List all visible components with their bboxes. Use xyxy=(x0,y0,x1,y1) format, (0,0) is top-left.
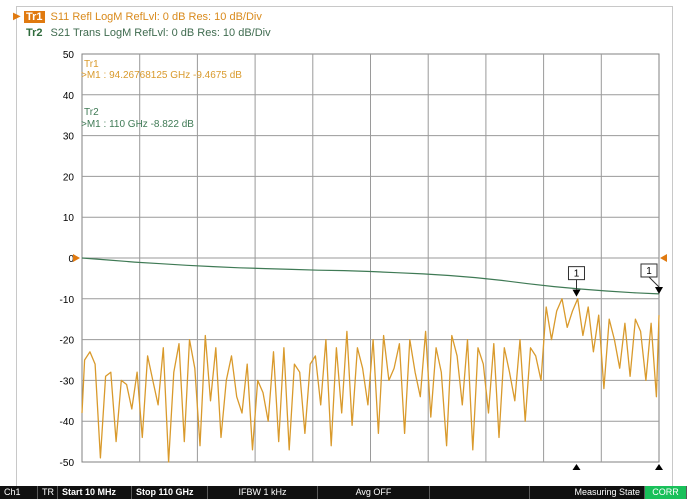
trace2-panel-label: Tr2 xyxy=(84,107,99,118)
trace2-tag[interactable]: Tr2 xyxy=(26,27,43,39)
y-tick-labels: 50 40 30 20 10 0 -10 -20 -30 -40 -50 xyxy=(60,50,75,469)
marker-2-pointer-icon xyxy=(655,286,663,294)
marker-2-axis-indicator-icon xyxy=(655,464,663,470)
reference-level-right-icon xyxy=(660,254,667,262)
y-tick-label: -40 xyxy=(60,417,75,428)
marker-2-label: 1 xyxy=(646,266,652,277)
y-tick-label: 50 xyxy=(63,50,75,61)
y-tick-label: -10 xyxy=(60,295,75,306)
trace1-marker-readout: >M1 : 94.26768125 GHz -9.4675 dB xyxy=(81,70,242,81)
y-tick-label: 30 xyxy=(63,132,75,143)
trace1-header-text: S11 Refl LogM RefLvl: 0 dB Res: 10 dB/Di… xyxy=(50,11,262,23)
trace1-panel-label: Tr1 xyxy=(84,59,99,70)
trace2-marker-readout: >M1 : 110 GHz -8.822 dB xyxy=(81,119,194,130)
tr1-trace-line xyxy=(81,298,660,463)
analyzer-display xyxy=(16,6,673,488)
y-tick-label: 10 xyxy=(63,213,75,224)
reference-level-markers xyxy=(73,254,667,262)
trace2-header-text: S21 Trans LogM RefLvl: 0 dB Res: 10 dB/D… xyxy=(50,27,271,39)
reference-level-left-icon xyxy=(73,254,80,262)
trace1-tag[interactable]: Tr1 xyxy=(24,11,45,23)
trace-lines xyxy=(81,257,660,463)
correction-badge[interactable]: CORR xyxy=(645,486,687,499)
y-tick-label: 0 xyxy=(68,254,74,265)
y-tick-label: 20 xyxy=(63,172,75,183)
y-tick-label: 40 xyxy=(63,91,75,102)
ifbw-setting[interactable]: IFBW 1 kHz xyxy=(208,486,318,499)
chart-grid xyxy=(81,53,660,463)
measuring-state: Measuring State xyxy=(530,486,645,499)
trace2-header[interactable]: Tr2 S21 Trans LogM RefLvl: 0 dB Res: 10 d… xyxy=(24,27,271,39)
marker-1-pointer-icon xyxy=(572,289,581,297)
marker-1-axis-indicator-icon xyxy=(572,464,581,470)
stop-frequency[interactable]: Stop 110 GHz xyxy=(132,486,208,499)
trace1-header[interactable]: ▶ Tr1 S11 Refl LogM RefLvl: 0 dB Res: 10 … xyxy=(13,11,262,23)
y-tick-label: -20 xyxy=(60,336,75,347)
channel-indicator[interactable]: Ch1 xyxy=(0,486,38,499)
y-tick-label: -50 xyxy=(60,458,75,469)
start-frequency[interactable]: Start 10 MHz xyxy=(58,486,132,499)
y-tick-label: -30 xyxy=(60,376,75,387)
marker-2-leader xyxy=(648,276,660,288)
trigger-indicator[interactable]: TR xyxy=(38,486,58,499)
blank-cell xyxy=(430,486,530,499)
active-trace-arrow-icon: ▶ xyxy=(13,11,21,22)
averaging-setting[interactable]: Avg OFF xyxy=(318,486,430,499)
status-bar: Ch1 TR Start 10 MHz Stop 110 GHz IFBW 1 … xyxy=(0,486,687,499)
tr2-trace-line xyxy=(81,257,660,295)
marker-1-label: 1 xyxy=(574,269,580,280)
